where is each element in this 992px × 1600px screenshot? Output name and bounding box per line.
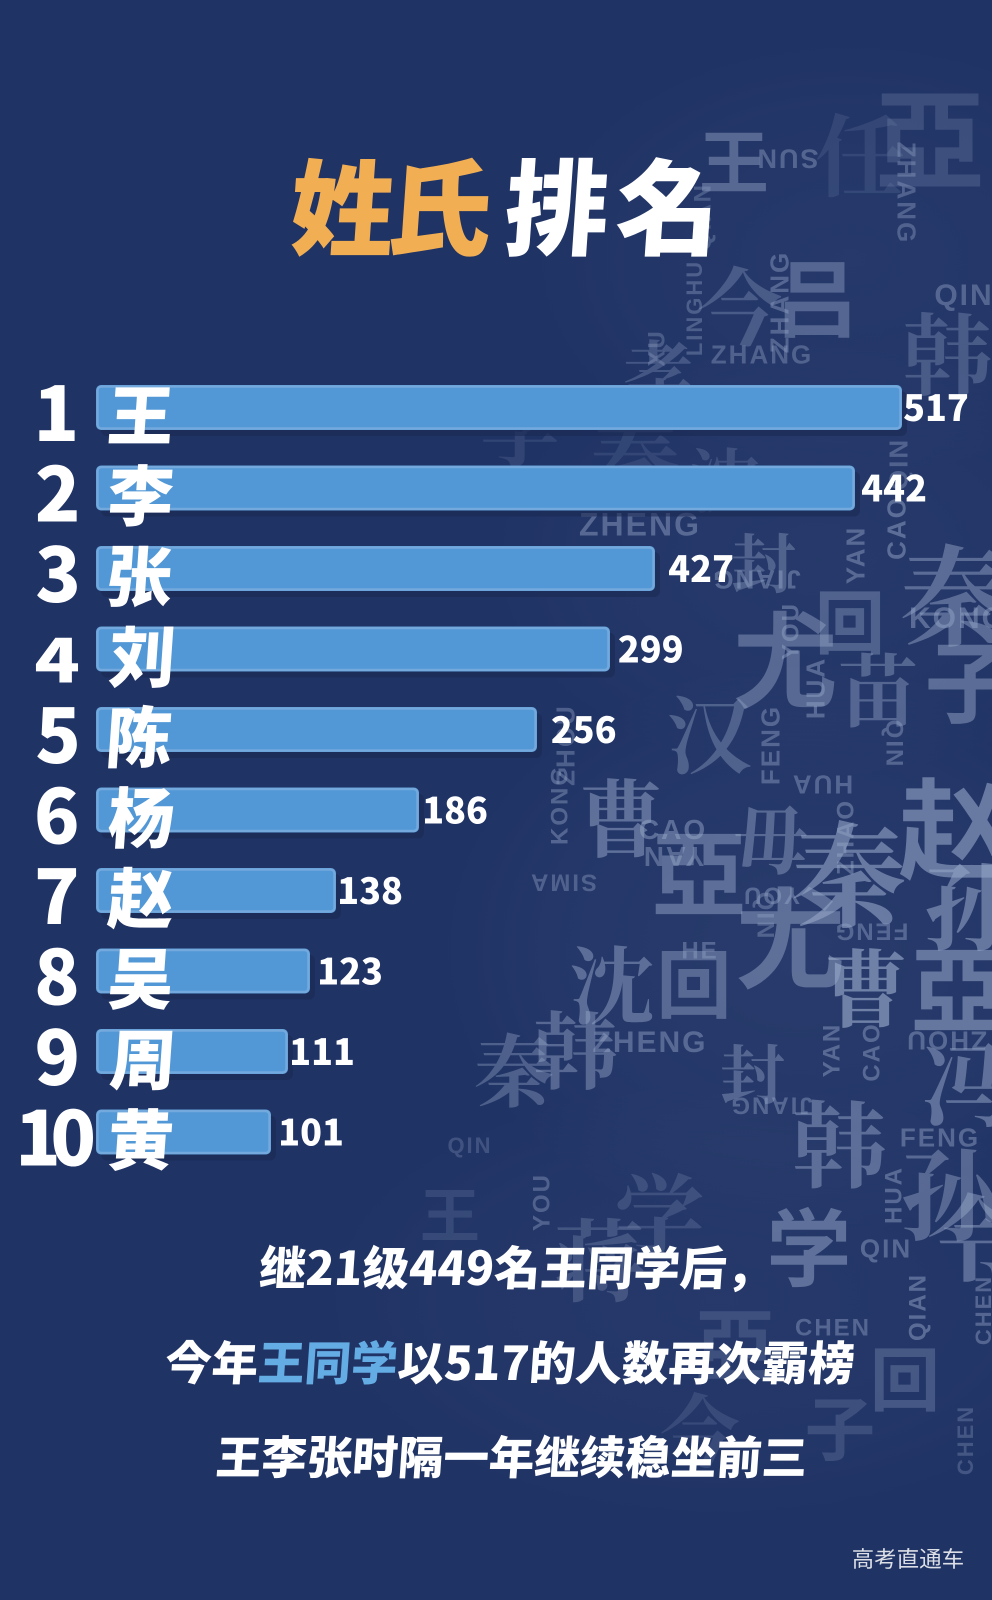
svg-text:SUN: SUN [755,143,818,173]
svg-text:ZHOU: ZHOU [905,1026,987,1056]
svg-text:QIN: QIN [880,720,907,769]
svg-text:HUA: HUA [881,1166,908,1224]
svg-text:ZHANG: ZHANG [711,339,813,369]
svg-text:YOU: YOU [778,602,805,660]
svg-text:CAO: CAO [881,496,911,560]
svg-text:CAO: CAO [859,1022,886,1081]
svg-text:SIMA: SIMA [529,868,597,895]
svg-text:CHEN: CHEN [971,1275,992,1345]
svg-text:HUA: HUA [800,657,830,719]
svg-text:YOU: YOU [742,881,800,908]
svg-text:KONG: KONG [909,602,992,635]
svg-text:QIN: QIN [934,279,992,312]
svg-text:KONG: KONG [547,765,574,845]
svg-text:HE: HE [681,938,718,965]
svg-text:QIN: QIN [860,1233,912,1263]
svg-text:HUA: HUA [791,770,853,800]
svg-text:ZHANG: ZHANG [892,142,922,244]
svg-text:LINGHU: LINGHU [682,260,707,356]
svg-text:FENG: FENG [900,1122,980,1152]
svg-text:YOU: YOU [529,1173,556,1231]
svg-text:YAN: YAN [819,1023,846,1077]
svg-text:CHEN: CHEN [795,1315,871,1342]
svg-text:CHEN: CHEN [953,1405,978,1475]
svg-text:FENG: FENG [834,917,909,944]
svg-text:QIN: QIN [447,1133,492,1158]
svg-text:FENG: FENG [755,705,785,785]
svg-text:YAN: YAN [840,526,870,585]
svg-text:ZHAO: ZHAO [833,799,860,875]
svg-text:QIAN: QIAN [905,1273,932,1341]
